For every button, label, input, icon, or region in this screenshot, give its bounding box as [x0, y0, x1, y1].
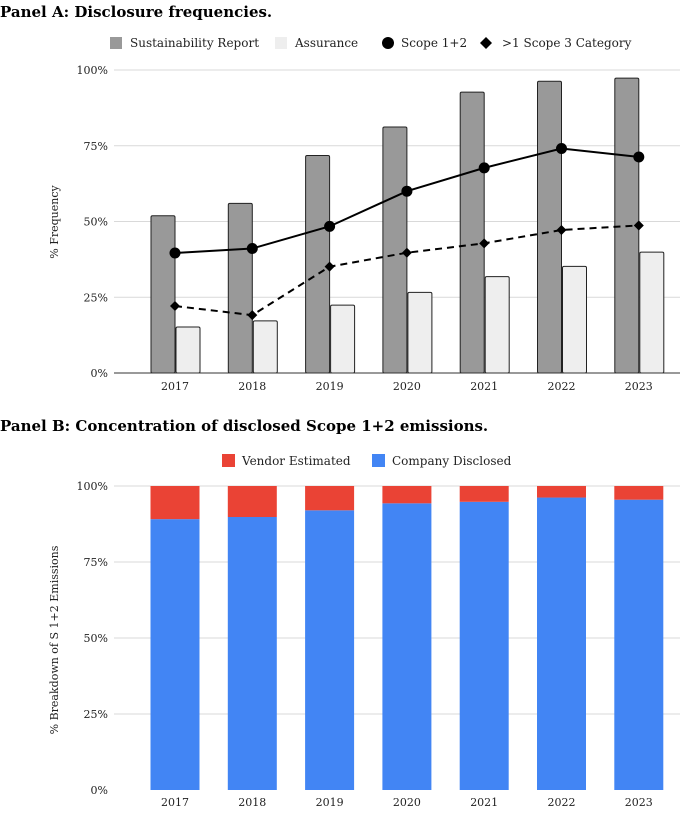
- y-tick-label: 75%: [84, 556, 108, 569]
- bar-company-disclosed: [227, 517, 277, 790]
- panel-a-y-axis-label: % Frequency: [48, 184, 61, 258]
- x-tick-label: 2021: [470, 796, 498, 809]
- legend-marker-scope-3: [480, 37, 492, 49]
- bar-sustainability-report: [382, 126, 408, 374]
- x-tick-label: 2018: [238, 796, 266, 809]
- point-scope-3: [170, 301, 180, 312]
- point-scope-3: [479, 238, 490, 249]
- x-tick-label: 2022: [548, 380, 576, 393]
- panel-b: Panel B: Concentration of disclosed Scop…: [0, 417, 680, 809]
- bar-assurance: [639, 251, 665, 374]
- bar-sustainability-report: [150, 215, 176, 374]
- panel-b-legend: Vendor Estimated Company Disclosed: [222, 454, 512, 468]
- x-tick-label: 2019: [316, 380, 344, 393]
- x-tick-label: 2023: [625, 796, 653, 809]
- bar-company-disclosed: [305, 510, 355, 790]
- x-tick-label: 2022: [548, 796, 576, 809]
- point-scope-1-2: [246, 242, 258, 254]
- y-tick-label: 50%: [84, 216, 108, 229]
- legend-label: Sustainability Report: [130, 36, 259, 50]
- bar-sustainability-report: [459, 91, 485, 374]
- point-scope-3: [556, 224, 567, 235]
- y-tick-label: 25%: [84, 708, 108, 721]
- point-scope-1-2: [169, 247, 181, 259]
- y-tick-label: 50%: [84, 632, 108, 645]
- y-tick-label: 0%: [91, 367, 108, 380]
- x-tick-label: 2019: [316, 796, 344, 809]
- bar-vendor-estimated: [382, 486, 432, 504]
- y-tick-label: 0%: [91, 784, 108, 797]
- bar-vendor-estimated: [614, 486, 664, 500]
- legend-label: Company Disclosed: [392, 454, 512, 468]
- x-tick-label: 2023: [625, 380, 653, 393]
- panel-b-plot: 0% 25% 50% 75% 100% 2017 2018 2019 2020 2021 2022 2…: [77, 480, 680, 809]
- bar-company-disclosed: [382, 503, 432, 790]
- point-scope-1-2: [401, 185, 413, 197]
- legend-swatch-assurance: [275, 37, 287, 49]
- legend-marker-scope-1-2: [382, 37, 394, 49]
- legend-swatch-vendor-estimated: [222, 454, 235, 467]
- bar-assurance: [252, 320, 278, 374]
- x-tick-label: 2017: [161, 380, 189, 393]
- legend-swatch-sustainability-report: [110, 37, 122, 49]
- bar-company-disclosed: [537, 497, 586, 790]
- legend-label: Scope 1+2: [401, 36, 467, 50]
- bar-company-disclosed: [459, 501, 509, 790]
- x-tick-label: 2018: [238, 380, 266, 393]
- x-tick-label: 2020: [393, 796, 421, 809]
- bar-vendor-estimated: [150, 486, 200, 520]
- panel-a: Panel A: Disclosure frequencies. Sustain…: [0, 3, 680, 393]
- legend-swatch-company-disclosed: [372, 454, 385, 467]
- bar-assurance: [407, 291, 433, 374]
- point-scope-1-2: [478, 162, 490, 174]
- y-tick-label: 75%: [84, 140, 108, 153]
- bar-company-disclosed: [614, 499, 664, 790]
- point-scope-1-2: [633, 151, 645, 163]
- bar-assurance: [562, 265, 587, 374]
- bar-vendor-estimated: [227, 486, 277, 518]
- x-tick-label: 2020: [393, 380, 421, 393]
- point-scope-3: [401, 247, 412, 258]
- x-tick-label: 2017: [161, 796, 189, 809]
- y-tick-label: 25%: [84, 291, 108, 304]
- bar-sustainability-report: [305, 154, 331, 374]
- panel-a-plot: 0% 25% 50% 75% 100% 2017 2018 2019 2020 2021 2022 2…: [77, 64, 680, 393]
- x-tick-label: 2021: [470, 380, 498, 393]
- bar-vendor-estimated: [537, 486, 586, 498]
- point-scope-3: [247, 310, 258, 321]
- bar-sustainability-report: [227, 202, 253, 374]
- legend-label: >1 Scope 3 Category: [502, 36, 632, 50]
- point-scope-1-2: [324, 220, 336, 232]
- bar-vendor-estimated: [459, 486, 509, 502]
- bar-assurance: [484, 276, 510, 374]
- bar-company-disclosed: [150, 519, 200, 790]
- legend-label: Vendor Estimated: [241, 454, 351, 468]
- y-tick-label: 100%: [77, 64, 108, 77]
- bar-assurance: [330, 304, 356, 374]
- point-scope-3: [324, 261, 335, 272]
- bar-vendor-estimated: [305, 486, 355, 511]
- panel-a-title: Panel A: Disclosure frequencies.: [0, 3, 272, 21]
- panel-b-title: Panel B: Concentration of disclosed Scop…: [0, 417, 488, 435]
- y-tick-label: 100%: [77, 480, 108, 493]
- bar-assurance: [175, 326, 201, 374]
- point-scope-3: [633, 220, 644, 231]
- point-scope-1-2: [556, 142, 567, 154]
- legend-label: Assurance: [294, 36, 358, 50]
- panel-a-legend: Sustainability Report Assurance Scope 1+2 >…: [110, 36, 632, 50]
- bar-sustainability-report: [537, 80, 562, 374]
- panel-b-y-axis-label: % Breakdown of S 1+2 Emissions: [48, 545, 61, 734]
